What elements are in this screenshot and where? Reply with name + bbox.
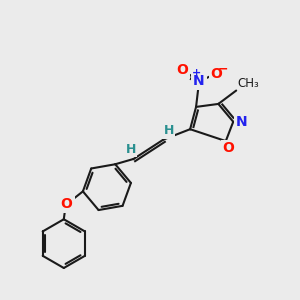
Text: O: O: [176, 63, 188, 77]
Text: N: N: [193, 74, 205, 88]
Text: N: N: [236, 116, 247, 129]
Text: CH₃: CH₃: [237, 77, 259, 90]
Text: O: O: [61, 197, 73, 211]
Text: O: O: [211, 67, 223, 81]
Text: −: −: [218, 62, 228, 75]
Text: +: +: [192, 68, 201, 78]
Text: H: H: [125, 143, 136, 156]
Text: H: H: [164, 124, 174, 137]
Text: O: O: [222, 141, 234, 155]
